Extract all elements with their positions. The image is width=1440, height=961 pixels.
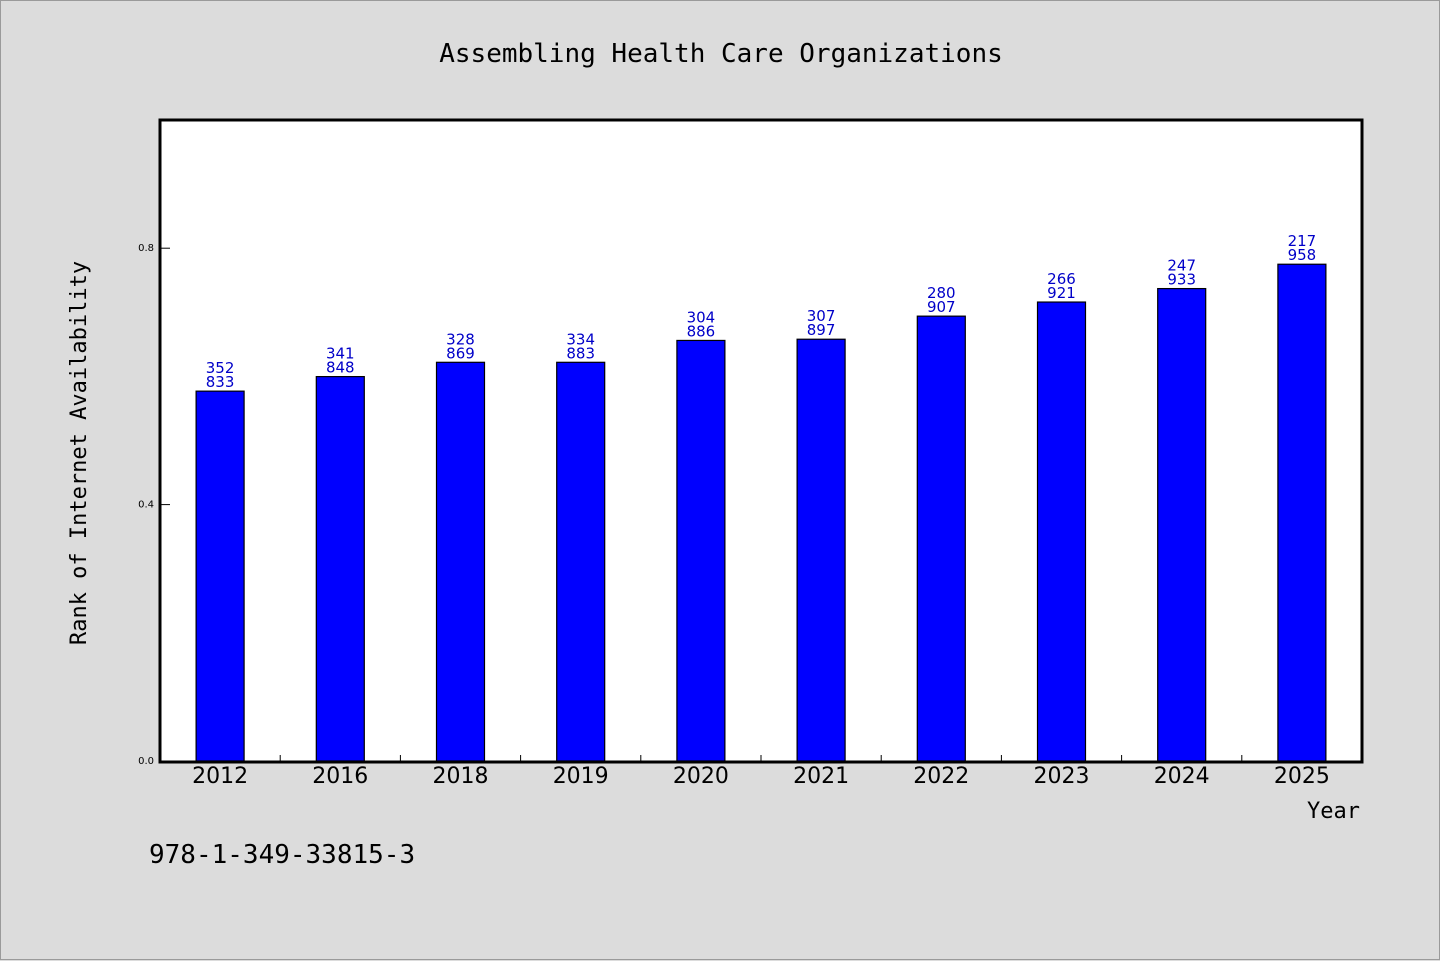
x-tick-label-2019: 2019 xyxy=(553,764,609,789)
bar-2023 xyxy=(1036,301,1087,762)
data-label-2016-line2: 848 xyxy=(326,359,355,377)
data-label-2025-line1: 217 xyxy=(1288,232,1317,250)
data-label-2025-line2: 958 xyxy=(1288,246,1317,264)
data-label-2023-line1: 266 xyxy=(1047,270,1076,288)
x-tick-label-2025: 2025 xyxy=(1274,764,1330,789)
data-label-2022-line1: 280 xyxy=(927,284,956,302)
data-label-2023-line2: 921 xyxy=(1047,284,1076,302)
bar-2020 xyxy=(676,339,726,762)
y-tick-label-0.0: 0.0 xyxy=(138,756,154,767)
data-label-2019-line2: 883 xyxy=(566,344,595,362)
bar-2024 xyxy=(1157,287,1207,762)
y-tick-label-0.8: 0.8 xyxy=(138,243,154,254)
bar-2016 xyxy=(315,375,365,762)
chart-title: Assembling Health Care Organizations xyxy=(439,39,1003,69)
data-labels-group: 3528333418483288693348833048863078972809… xyxy=(206,232,1316,391)
bars-group xyxy=(195,263,1327,762)
isbn-footer: 978-1-349-33815-3 xyxy=(149,840,415,870)
data-label-2022-line2: 907 xyxy=(927,298,956,316)
bar-2022 xyxy=(916,315,966,762)
data-label-2024-line1: 247 xyxy=(1167,257,1196,275)
data-label-2018-line1: 328 xyxy=(446,330,475,348)
y-axis-label: Rank of Internet Availability xyxy=(67,261,92,645)
x-axis-label: Year xyxy=(1307,799,1360,824)
data-label-2021-line2: 897 xyxy=(807,321,836,339)
x-tick-label-2018: 2018 xyxy=(433,764,489,789)
x-tick-label-2024: 2024 xyxy=(1154,764,1210,789)
data-label-2024-line2: 933 xyxy=(1167,271,1196,289)
y-axis-ticks: 0.0 0.4 0.8 xyxy=(138,243,170,767)
bar-2018 xyxy=(435,361,486,762)
bar-2019 xyxy=(556,361,606,762)
x-tick-label-2020: 2020 xyxy=(673,764,729,789)
data-label-2020-line1: 304 xyxy=(687,308,716,326)
data-label-2012-line2: 833 xyxy=(206,373,235,391)
bar-2021 xyxy=(796,338,846,762)
y-tick-label-0.4: 0.4 xyxy=(138,500,154,511)
x-tick-label-2012: 2012 xyxy=(192,764,248,789)
x-tick-label-2021: 2021 xyxy=(793,764,849,789)
bar-2025 xyxy=(1277,263,1327,762)
x-tick-label-2023: 2023 xyxy=(1034,764,1090,789)
x-tick-label-2022: 2022 xyxy=(913,764,969,789)
data-label-2021-line1: 307 xyxy=(807,307,836,325)
x-tick-label-2016: 2016 xyxy=(312,764,368,789)
data-label-2016-line1: 341 xyxy=(326,345,355,363)
data-label-2020-line2: 886 xyxy=(687,322,716,340)
bar-2012 xyxy=(195,390,245,762)
data-label-2019-line1: 334 xyxy=(566,330,595,348)
data-label-2018-line2: 869 xyxy=(446,344,475,362)
x-axis-ticks: 2012 2016 2018 2019 2020 2021 2022 2023 2024 2025 xyxy=(192,755,1330,789)
data-label-2012-line1: 352 xyxy=(206,359,235,377)
